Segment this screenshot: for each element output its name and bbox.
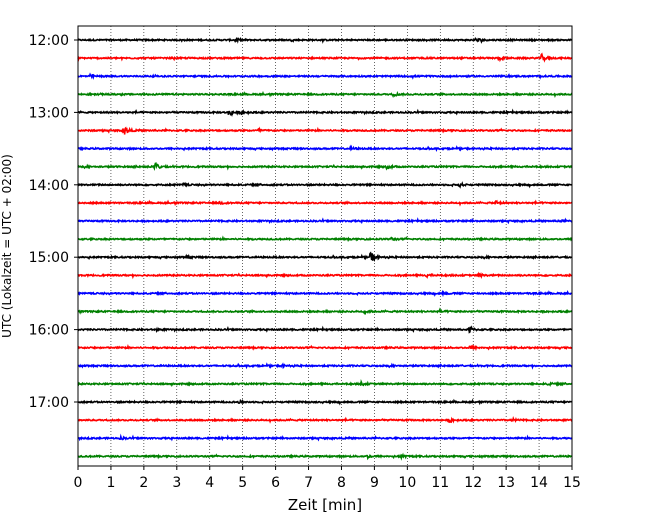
x-tick-label: 4 xyxy=(205,475,214,491)
trace-line xyxy=(77,289,573,298)
x-axis-label: Zeit [min] xyxy=(288,496,362,514)
x-tick-label: 7 xyxy=(304,475,313,491)
x-tick-label: 13 xyxy=(497,475,515,491)
trace-line xyxy=(77,251,573,263)
trace-line xyxy=(77,307,573,315)
x-tick-label: 1 xyxy=(106,475,115,491)
y-axis-ticks: 12:00 13:00 14:00 15:00 16:00 17:00 xyxy=(29,33,78,411)
x-tick-label: 2 xyxy=(139,475,148,491)
y-axis-label: UTC (Lokalzeit = UTC + 02:00) xyxy=(0,154,14,338)
x-tick-label: 12 xyxy=(464,475,482,491)
x-tick-label: 14 xyxy=(530,475,548,491)
trace-line xyxy=(77,108,573,117)
trace-line xyxy=(77,452,573,461)
trace-line xyxy=(77,72,573,81)
trace-line xyxy=(77,181,573,189)
y-tick-label: 17:00 xyxy=(29,395,69,411)
trace-line xyxy=(77,162,573,171)
trace-line xyxy=(77,416,573,424)
trace-line xyxy=(77,217,573,225)
x-tick-label: 8 xyxy=(337,475,346,491)
trace-line xyxy=(77,235,573,243)
x-tick-label: 10 xyxy=(398,475,416,491)
x-tick-label: 0 xyxy=(74,475,83,491)
y-tick-label: 16:00 xyxy=(29,323,69,339)
y-tick-label: 13:00 xyxy=(29,105,69,121)
trace-group xyxy=(77,36,573,461)
trace-line xyxy=(77,362,573,370)
trace-line xyxy=(77,433,573,442)
x-tick-label: 6 xyxy=(271,475,280,491)
trace-line xyxy=(77,344,573,352)
trace-line xyxy=(77,398,573,406)
plot-frame xyxy=(77,25,573,467)
y-tick-label: 12:00 xyxy=(29,33,69,49)
x-axis-ticks: 0 1 2 3 4 5 6 7 8 9 10 11 12 13 14 15 xyxy=(74,466,581,491)
trace-line xyxy=(77,52,573,63)
x-tick-label: 3 xyxy=(172,475,181,491)
vertical-grid xyxy=(110,26,540,466)
trace-line xyxy=(77,325,573,334)
trace-line xyxy=(77,90,573,99)
x-tick-label: 5 xyxy=(238,475,247,491)
y-tick-label: 14:00 xyxy=(29,178,69,194)
trace-line xyxy=(77,144,573,153)
x-tick-label: 15 xyxy=(563,475,581,491)
trace-line xyxy=(77,378,573,387)
x-tick-label: 11 xyxy=(431,475,449,491)
x-tick-label: 9 xyxy=(370,475,379,491)
trace-line xyxy=(77,271,573,280)
y-tick-label: 15:00 xyxy=(29,250,69,266)
trace-line xyxy=(77,126,573,135)
trace-line xyxy=(77,199,573,207)
trace-line xyxy=(77,36,573,44)
